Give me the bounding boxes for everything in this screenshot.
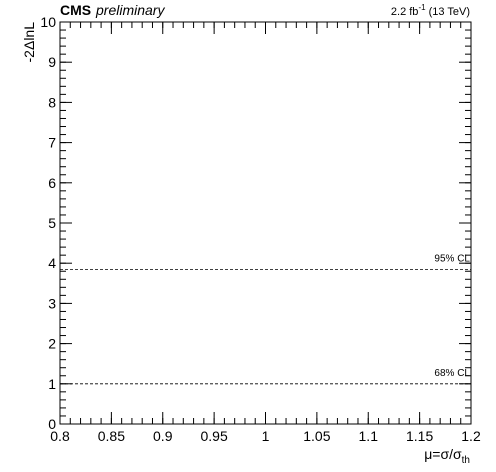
x-tick-label: 1.05 xyxy=(303,428,330,444)
y-tick-label: 4 xyxy=(48,255,56,271)
y-tick-label: 0 xyxy=(48,416,56,432)
luminosity-energy: (13 TeV) xyxy=(426,6,470,18)
y-axis-label: -2ΔlnL xyxy=(21,22,37,63)
y-tick-label: 7 xyxy=(48,135,56,151)
reference-line-label: 95% CL xyxy=(434,254,470,265)
experiment-label: CMS xyxy=(60,2,91,18)
x-tick-label: 0.8 xyxy=(50,428,70,444)
x-tick-label: 0.85 xyxy=(98,428,125,444)
x-tick-label: 1.1 xyxy=(359,428,379,444)
x-minor-ticks xyxy=(59,22,472,424)
plot-frame xyxy=(59,21,472,425)
x-tick-label: 1.15 xyxy=(406,428,433,444)
status-label: preliminary xyxy=(95,2,165,18)
x-tick-label: 0.95 xyxy=(201,428,228,444)
x-axis-label-subscript: th xyxy=(462,455,470,466)
y-tick-label: 5 xyxy=(48,215,56,231)
luminosity-exponent: -1 xyxy=(418,3,426,12)
x-major-ticks: 0.8 0.85 0.9 0.95 1 1.05 1.1 1.15 1.2 xyxy=(50,22,481,444)
y-minor-ticks xyxy=(60,21,471,425)
y-tick-label: 3 xyxy=(48,295,56,311)
x-tick-label: 1.2 xyxy=(461,428,481,444)
luminosity-value: 2.2 fb xyxy=(391,6,419,18)
x-axis-label: μ=σ/σth xyxy=(424,446,470,466)
y-major-ticks: 0 1 2 3 4 5 6 7 8 9 10 xyxy=(40,14,471,432)
x-tick-label: 0.9 xyxy=(153,428,173,444)
y-tick-label: 2 xyxy=(48,336,56,352)
luminosity-label: 2.2 fb-1 (13 TeV) xyxy=(391,3,470,18)
y-tick-label: 1 xyxy=(48,376,56,392)
y-tick-label: 9 xyxy=(48,54,56,70)
x-axis-label-main: μ=σ/σ xyxy=(424,446,462,462)
reference-lines: 68% CL 95% CL xyxy=(60,254,471,385)
reference-line-label: 68% CL xyxy=(434,368,470,379)
x-tick-label: 1 xyxy=(262,428,270,444)
y-tick-label: 10 xyxy=(40,14,56,30)
y-tick-label: 8 xyxy=(48,94,56,110)
y-tick-label: 6 xyxy=(48,175,56,191)
